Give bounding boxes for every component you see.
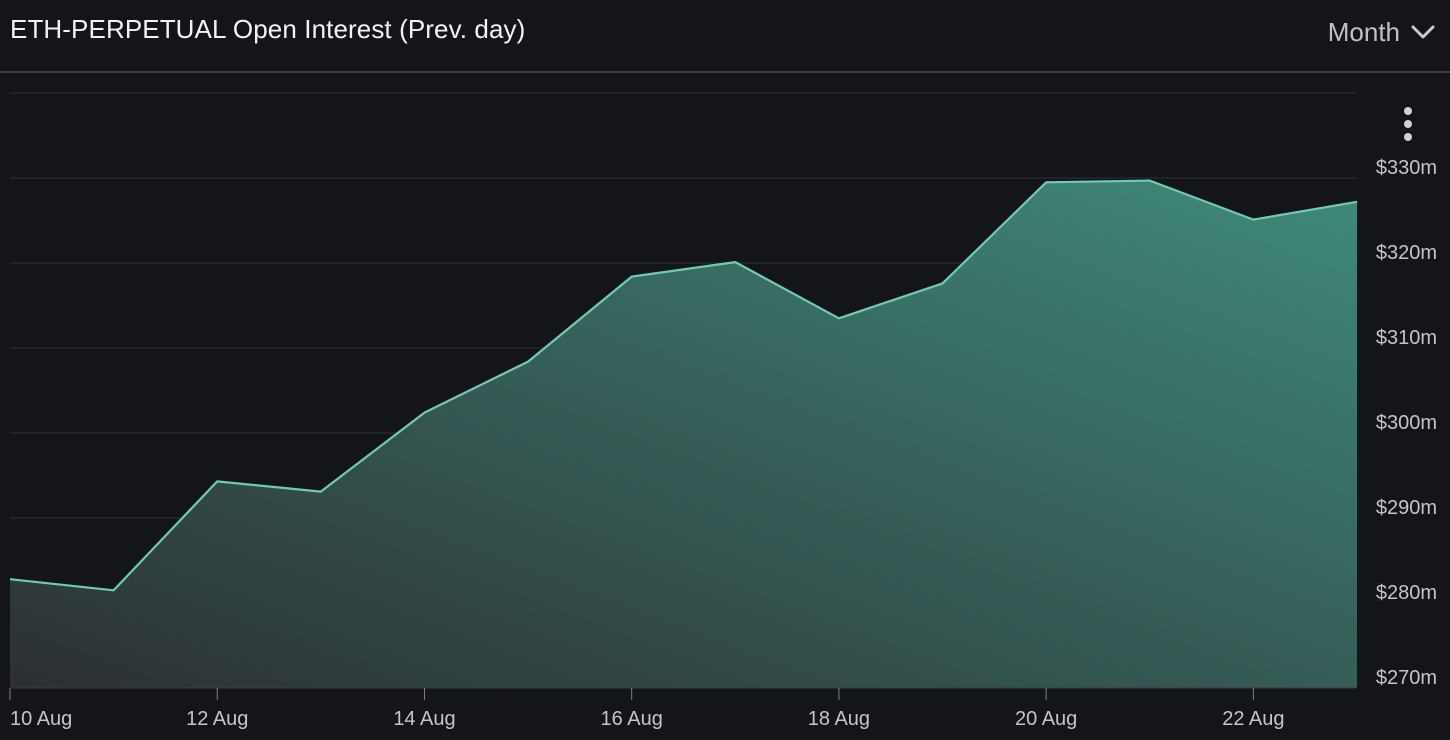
series-line [9,179,1358,592]
data-point [1250,217,1256,223]
data-point [940,280,946,286]
data-point [1043,179,1049,185]
x-tick-label: 14 Aug [393,708,455,730]
series-line-path [9,179,1358,592]
more-vertical-icon[interactable] [1392,104,1424,146]
chart-title: ETH-PERPETUAL Open Interest (Prev. day) [10,14,526,44]
y-tick-label: $270m [1376,667,1437,689]
y-tick-label: $320m [1376,242,1437,264]
y-tick-label: $280m [1376,582,1437,604]
y-tick-label: $310m [1376,327,1437,349]
y-tick-label: $330m [1376,157,1437,179]
x-axis: 10 Aug 12 Aug 14 Aug 16 Aug 18 Aug 20 Aug 22 A… [9,687,1357,730]
x-tick-label: 20 Aug [1015,708,1077,730]
data-point [629,274,635,280]
data-point [1354,199,1360,205]
data-point [214,478,220,484]
x-tick-label: 16 Aug [601,708,663,730]
series-area [10,180,1357,688]
y-tick-label: $290m [1376,497,1437,519]
data-point [1147,178,1153,184]
range-dropdown[interactable]: Month [1328,14,1436,50]
open-interest-chart: 10 Aug 12 Aug 14 Aug 16 Aug 18 Aug 20 Aug 22 A… [7,92,1437,730]
range-dropdown-label: Month [1327,16,1400,47]
data-point [421,410,427,416]
x-tick-label: 22 Aug [1222,708,1284,730]
data-point [836,315,842,321]
area-fill [10,180,1357,688]
x-tick-label: 18 Aug [808,708,870,730]
chart-header: ETH-PERPETUAL Open Interest (Prev. day) … [0,0,1450,73]
data-point [525,359,531,365]
data-point [318,489,324,495]
x-tick-label: 10 Aug [10,708,72,730]
x-tick-label: 12 Aug [186,708,248,730]
data-point [732,259,738,265]
y-tick-label: $300m [1376,412,1437,434]
chevron-down-icon [1411,25,1435,39]
data-point [111,587,117,593]
y-axis: $270m $280m $290m $300m $310m $320m $330m [1376,157,1437,689]
data-point [7,576,13,582]
